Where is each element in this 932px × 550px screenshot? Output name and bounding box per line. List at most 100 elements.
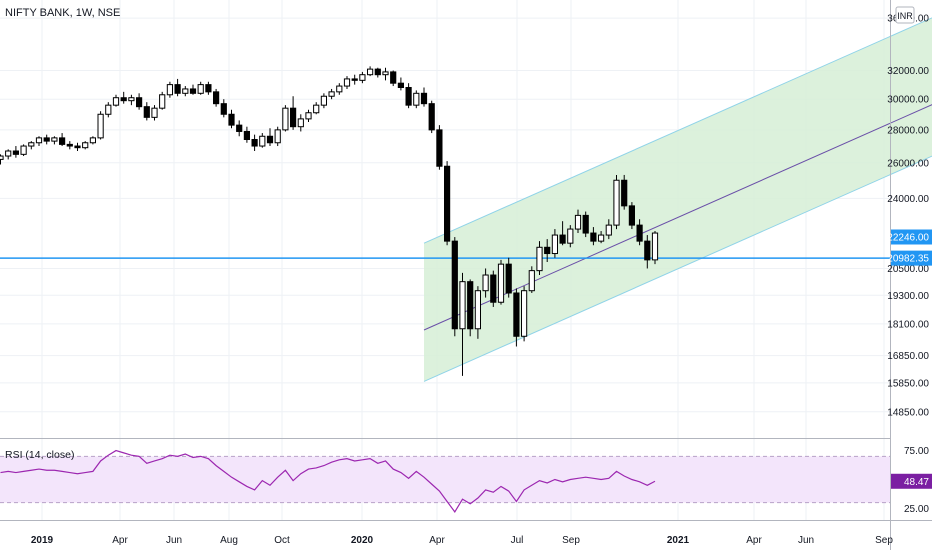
channel-price-label-text: 22246.00 [887, 233, 929, 244]
x-tick-label: 2021 [667, 535, 690, 546]
candle [451, 237, 458, 337]
candle-body-down [351, 78, 358, 81]
y-tick-label: 30000.00 [887, 95, 929, 106]
chart-title: NIFTY BANK, 1W, NSE [5, 7, 120, 19]
candle-body-down [74, 145, 81, 149]
candle [374, 67, 381, 78]
candle-body-up [359, 74, 366, 81]
candle-body-up [112, 97, 120, 106]
candle [513, 288, 520, 347]
candle [351, 74, 358, 85]
time-axis[interactable]: 2019 Apr Jun Aug Oct 2020 Apr Jul Sep 2021 Apr Jun S… [31, 535, 893, 546]
candle-body-up [343, 78, 351, 87]
rsi-value-label-text: 48.47 [904, 477, 929, 488]
candle-body-down [621, 179, 628, 207]
horizontal-price-label-text: 20982.35 [887, 254, 929, 265]
candle [20, 144, 27, 157]
candle [505, 257, 512, 298]
candle-body-up [598, 234, 605, 242]
candle-body-up [105, 104, 112, 115]
candle [0, 154, 4, 165]
candle [51, 136, 58, 145]
candle-body-up [567, 228, 574, 244]
candle-body-up [159, 94, 166, 109]
candle [159, 91, 166, 110]
rsi-title: RSI (14, close) [5, 449, 74, 461]
x-tick-label: Jun [798, 535, 814, 546]
candle [567, 225, 574, 248]
candle-body-down [397, 82, 404, 88]
candle [467, 279, 474, 337]
candle-body-down [251, 138, 258, 147]
candle-body-down [243, 130, 251, 140]
y-tick-label: 19300.00 [887, 291, 929, 302]
candle [213, 88, 220, 107]
candle [266, 128, 274, 147]
candle [290, 96, 297, 130]
y-tick-label: 24000.00 [887, 194, 929, 205]
candle-body-up [605, 224, 612, 236]
candle-body-down [228, 113, 235, 126]
candle-body-up [413, 92, 420, 106]
candle-body-up [521, 290, 528, 337]
candle-body-up [128, 97, 135, 102]
x-tick-label: Sep [875, 535, 893, 546]
candle [413, 90, 420, 109]
candle [382, 67, 389, 81]
candle [343, 76, 351, 89]
candle [12, 146, 19, 158]
candle-body-up [297, 118, 304, 128]
candle-body-up [497, 263, 505, 303]
candle-body-up [282, 107, 289, 131]
candle [428, 100, 435, 134]
currency-badge[interactable]: INR [895, 6, 915, 24]
candle-body-down [420, 92, 428, 105]
candle [582, 211, 589, 238]
candlestick-series [0, 66, 659, 376]
candle [297, 114, 304, 132]
candle-body-up [313, 104, 320, 114]
channel-upper-line[interactable] [423, 0, 932, 244]
candle [251, 134, 258, 152]
candle-body-up [528, 270, 535, 292]
y-tick-label: 32000.00 [887, 66, 929, 77]
candle-body-up [459, 281, 466, 330]
candle [420, 87, 428, 107]
candle-body-down [505, 263, 512, 294]
rsi-tick-label: 75.00 [904, 446, 929, 457]
candle [59, 133, 66, 147]
candle [313, 102, 320, 115]
candle-body-up [613, 179, 620, 226]
channel-mid-line[interactable] [423, 64, 932, 331]
candle-body-up [651, 232, 659, 261]
candle-body-down [220, 103, 227, 115]
candle [528, 266, 535, 293]
candle [590, 227, 597, 246]
candle-body-down [59, 137, 66, 145]
x-tick-label: Apr [112, 535, 128, 546]
candle [328, 88, 335, 100]
candle-body-down [513, 292, 520, 337]
candle-body-down [428, 103, 435, 131]
x-tick-label: Apr [746, 535, 762, 546]
y-tick-label: 28000.00 [887, 125, 929, 136]
x-tick-label: Apr [429, 535, 445, 546]
candle-body-up [89, 137, 97, 144]
candle [189, 84, 197, 95]
candle-body-down [544, 246, 551, 255]
candle-body-down [490, 274, 497, 303]
candle-body-up [305, 112, 312, 120]
candle-body-up [97, 113, 104, 139]
candle [405, 83, 412, 109]
candle [621, 174, 628, 210]
candle [367, 66, 374, 77]
candle [74, 142, 81, 152]
candle [105, 102, 112, 118]
candle [43, 134, 50, 145]
candle [559, 221, 566, 246]
y-tick-label: 14850.00 [887, 407, 929, 418]
candle [459, 272, 466, 376]
candle-body-down [213, 91, 220, 105]
